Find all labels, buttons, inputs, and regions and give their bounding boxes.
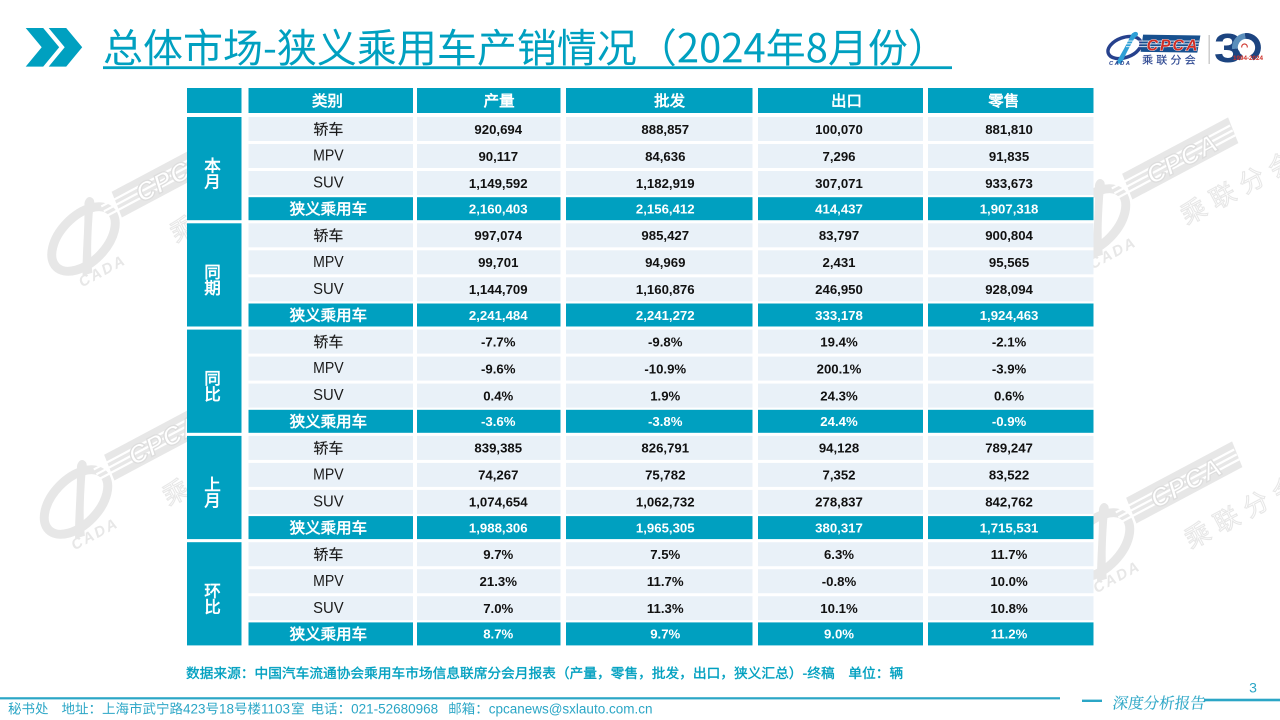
svg-text:CADA: CADA <box>1109 61 1131 67</box>
svg-text:0.6%: 0.6% <box>994 388 1024 403</box>
svg-text:1,160,876: 1,160,876 <box>636 282 695 297</box>
svg-text:881,810: 881,810 <box>985 122 1033 137</box>
svg-text:24.3%: 24.3% <box>820 388 858 403</box>
svg-text:75,782: 75,782 <box>645 468 685 483</box>
svg-text:10.8%: 10.8% <box>990 601 1028 616</box>
svg-text:18: 18 <box>219 702 234 717</box>
svg-text:-10.9%: -10.9% <box>644 361 686 376</box>
svg-text:95,565: 95,565 <box>989 255 1029 270</box>
svg-text:24.4%: 24.4% <box>820 414 858 429</box>
svg-text:83,797: 83,797 <box>819 228 859 243</box>
svg-text:1,149,592: 1,149,592 <box>469 176 528 191</box>
svg-text:1,182,919: 1,182,919 <box>636 176 695 191</box>
svg-text:-3.8%: -3.8% <box>648 414 683 429</box>
svg-text:2,241,272: 2,241,272 <box>636 308 695 323</box>
svg-text:842,762: 842,762 <box>985 495 1033 510</box>
svg-text:1,144,709: 1,144,709 <box>469 282 528 297</box>
svg-text:1,965,305: 1,965,305 <box>636 520 695 535</box>
svg-text:826,791: 826,791 <box>641 441 689 456</box>
svg-text:414,437: 414,437 <box>815 202 863 217</box>
svg-text:MPV: MPV <box>313 254 344 271</box>
svg-text:933,673: 933,673 <box>985 176 1033 191</box>
svg-text:10.0%: 10.0% <box>990 574 1028 589</box>
svg-text:7.5%: 7.5% <box>650 547 680 562</box>
svg-text:83,522: 83,522 <box>989 468 1029 483</box>
svg-text:-3.9%: -3.9% <box>992 361 1027 376</box>
svg-text:1994-2024: 1994-2024 <box>1233 55 1264 62</box>
svg-text:997,074: 997,074 <box>474 228 522 243</box>
svg-text:90,117: 90,117 <box>478 149 518 164</box>
svg-text:7,352: 7,352 <box>822 468 855 483</box>
svg-text:-0.8%: -0.8% <box>822 574 857 589</box>
svg-text:1,074,654: 1,074,654 <box>469 495 528 510</box>
svg-text:839,385: 839,385 <box>474 441 522 456</box>
svg-text:2,241,484: 2,241,484 <box>469 308 528 323</box>
svg-text:1,062,732: 1,062,732 <box>636 495 695 510</box>
svg-text:789,247: 789,247 <box>985 441 1033 456</box>
svg-text:9.0%: 9.0% <box>824 627 854 642</box>
svg-text:1,924,463: 1,924,463 <box>980 308 1039 323</box>
svg-text:9.7%: 9.7% <box>483 547 513 562</box>
svg-text:-9.8%: -9.8% <box>648 334 683 349</box>
svg-text:985,427: 985,427 <box>641 228 689 243</box>
svg-text:19.4%: 19.4% <box>820 334 858 349</box>
svg-text:278,837: 278,837 <box>815 495 863 510</box>
svg-text:84,636: 84,636 <box>645 149 685 164</box>
svg-text:0.4%: 0.4% <box>483 388 513 403</box>
svg-text:CPCA: CPCA <box>1147 37 1200 54</box>
svg-text:MPV: MPV <box>313 148 344 165</box>
svg-text:MPV: MPV <box>313 467 344 484</box>
svg-text:928,094: 928,094 <box>985 282 1033 297</box>
svg-text:423: 423 <box>183 702 206 717</box>
svg-text:1,715,531: 1,715,531 <box>980 520 1039 535</box>
svg-text:74,267: 74,267 <box>478 468 518 483</box>
svg-text:-0.9%: -0.9% <box>992 414 1027 429</box>
svg-text:-7.7%: -7.7% <box>481 334 516 349</box>
svg-text:021-52680968: 021-52680968 <box>351 702 438 717</box>
svg-text:920,694: 920,694 <box>474 122 522 137</box>
svg-text:7.0%: 7.0% <box>483 601 513 616</box>
svg-text:SUV: SUV <box>313 494 344 511</box>
svg-text:246,950: 246,950 <box>815 282 863 297</box>
svg-text:MPV: MPV <box>313 360 344 377</box>
svg-text:cpcanews@sxlauto.com.cn: cpcanews@sxlauto.com.cn <box>489 702 653 717</box>
svg-text:MPV: MPV <box>313 573 344 590</box>
svg-text:2,160,403: 2,160,403 <box>469 202 528 217</box>
svg-text:11.7%: 11.7% <box>991 547 1028 562</box>
svg-text:91,835: 91,835 <box>989 149 1029 164</box>
svg-text:888,857: 888,857 <box>641 122 689 137</box>
svg-text:94,128: 94,128 <box>819 441 859 456</box>
svg-text:3: 3 <box>1249 680 1257 696</box>
svg-text:99,701: 99,701 <box>478 255 518 270</box>
svg-text:SUV: SUV <box>313 281 344 298</box>
svg-text:100,070: 100,070 <box>815 122 863 137</box>
svg-text:SUV: SUV <box>313 175 344 192</box>
svg-text:-3.6%: -3.6% <box>481 414 516 429</box>
svg-text:2,431: 2,431 <box>822 255 855 270</box>
svg-text:380,317: 380,317 <box>815 520 863 535</box>
svg-text:10.1%: 10.1% <box>820 601 858 616</box>
svg-text:1,907,318: 1,907,318 <box>980 202 1039 217</box>
svg-text:11.7%: 11.7% <box>647 574 684 589</box>
svg-text:21.3%: 21.3% <box>480 574 518 589</box>
svg-text:9.7%: 9.7% <box>650 627 680 642</box>
svg-text:6.3%: 6.3% <box>824 547 854 562</box>
svg-text:1103: 1103 <box>261 702 290 717</box>
svg-text:200.1%: 200.1% <box>817 361 862 376</box>
svg-text:1,988,306: 1,988,306 <box>469 520 528 535</box>
svg-text:94,969: 94,969 <box>645 255 685 270</box>
svg-text:-2.1%: -2.1% <box>992 334 1027 349</box>
svg-text:-9.6%: -9.6% <box>481 361 516 376</box>
svg-text:11.2%: 11.2% <box>991 627 1028 642</box>
svg-text:SUV: SUV <box>313 387 344 404</box>
svg-text:1.9%: 1.9% <box>650 388 680 403</box>
svg-text:8.7%: 8.7% <box>483 627 513 642</box>
svg-text:SUV: SUV <box>313 600 344 617</box>
svg-text:7,296: 7,296 <box>822 149 855 164</box>
svg-text:333,178: 333,178 <box>815 308 863 323</box>
svg-text:2,156,412: 2,156,412 <box>636 202 695 217</box>
svg-text:11.3%: 11.3% <box>647 601 684 616</box>
svg-text:307,071: 307,071 <box>815 176 863 191</box>
svg-text:900,804: 900,804 <box>985 228 1033 243</box>
